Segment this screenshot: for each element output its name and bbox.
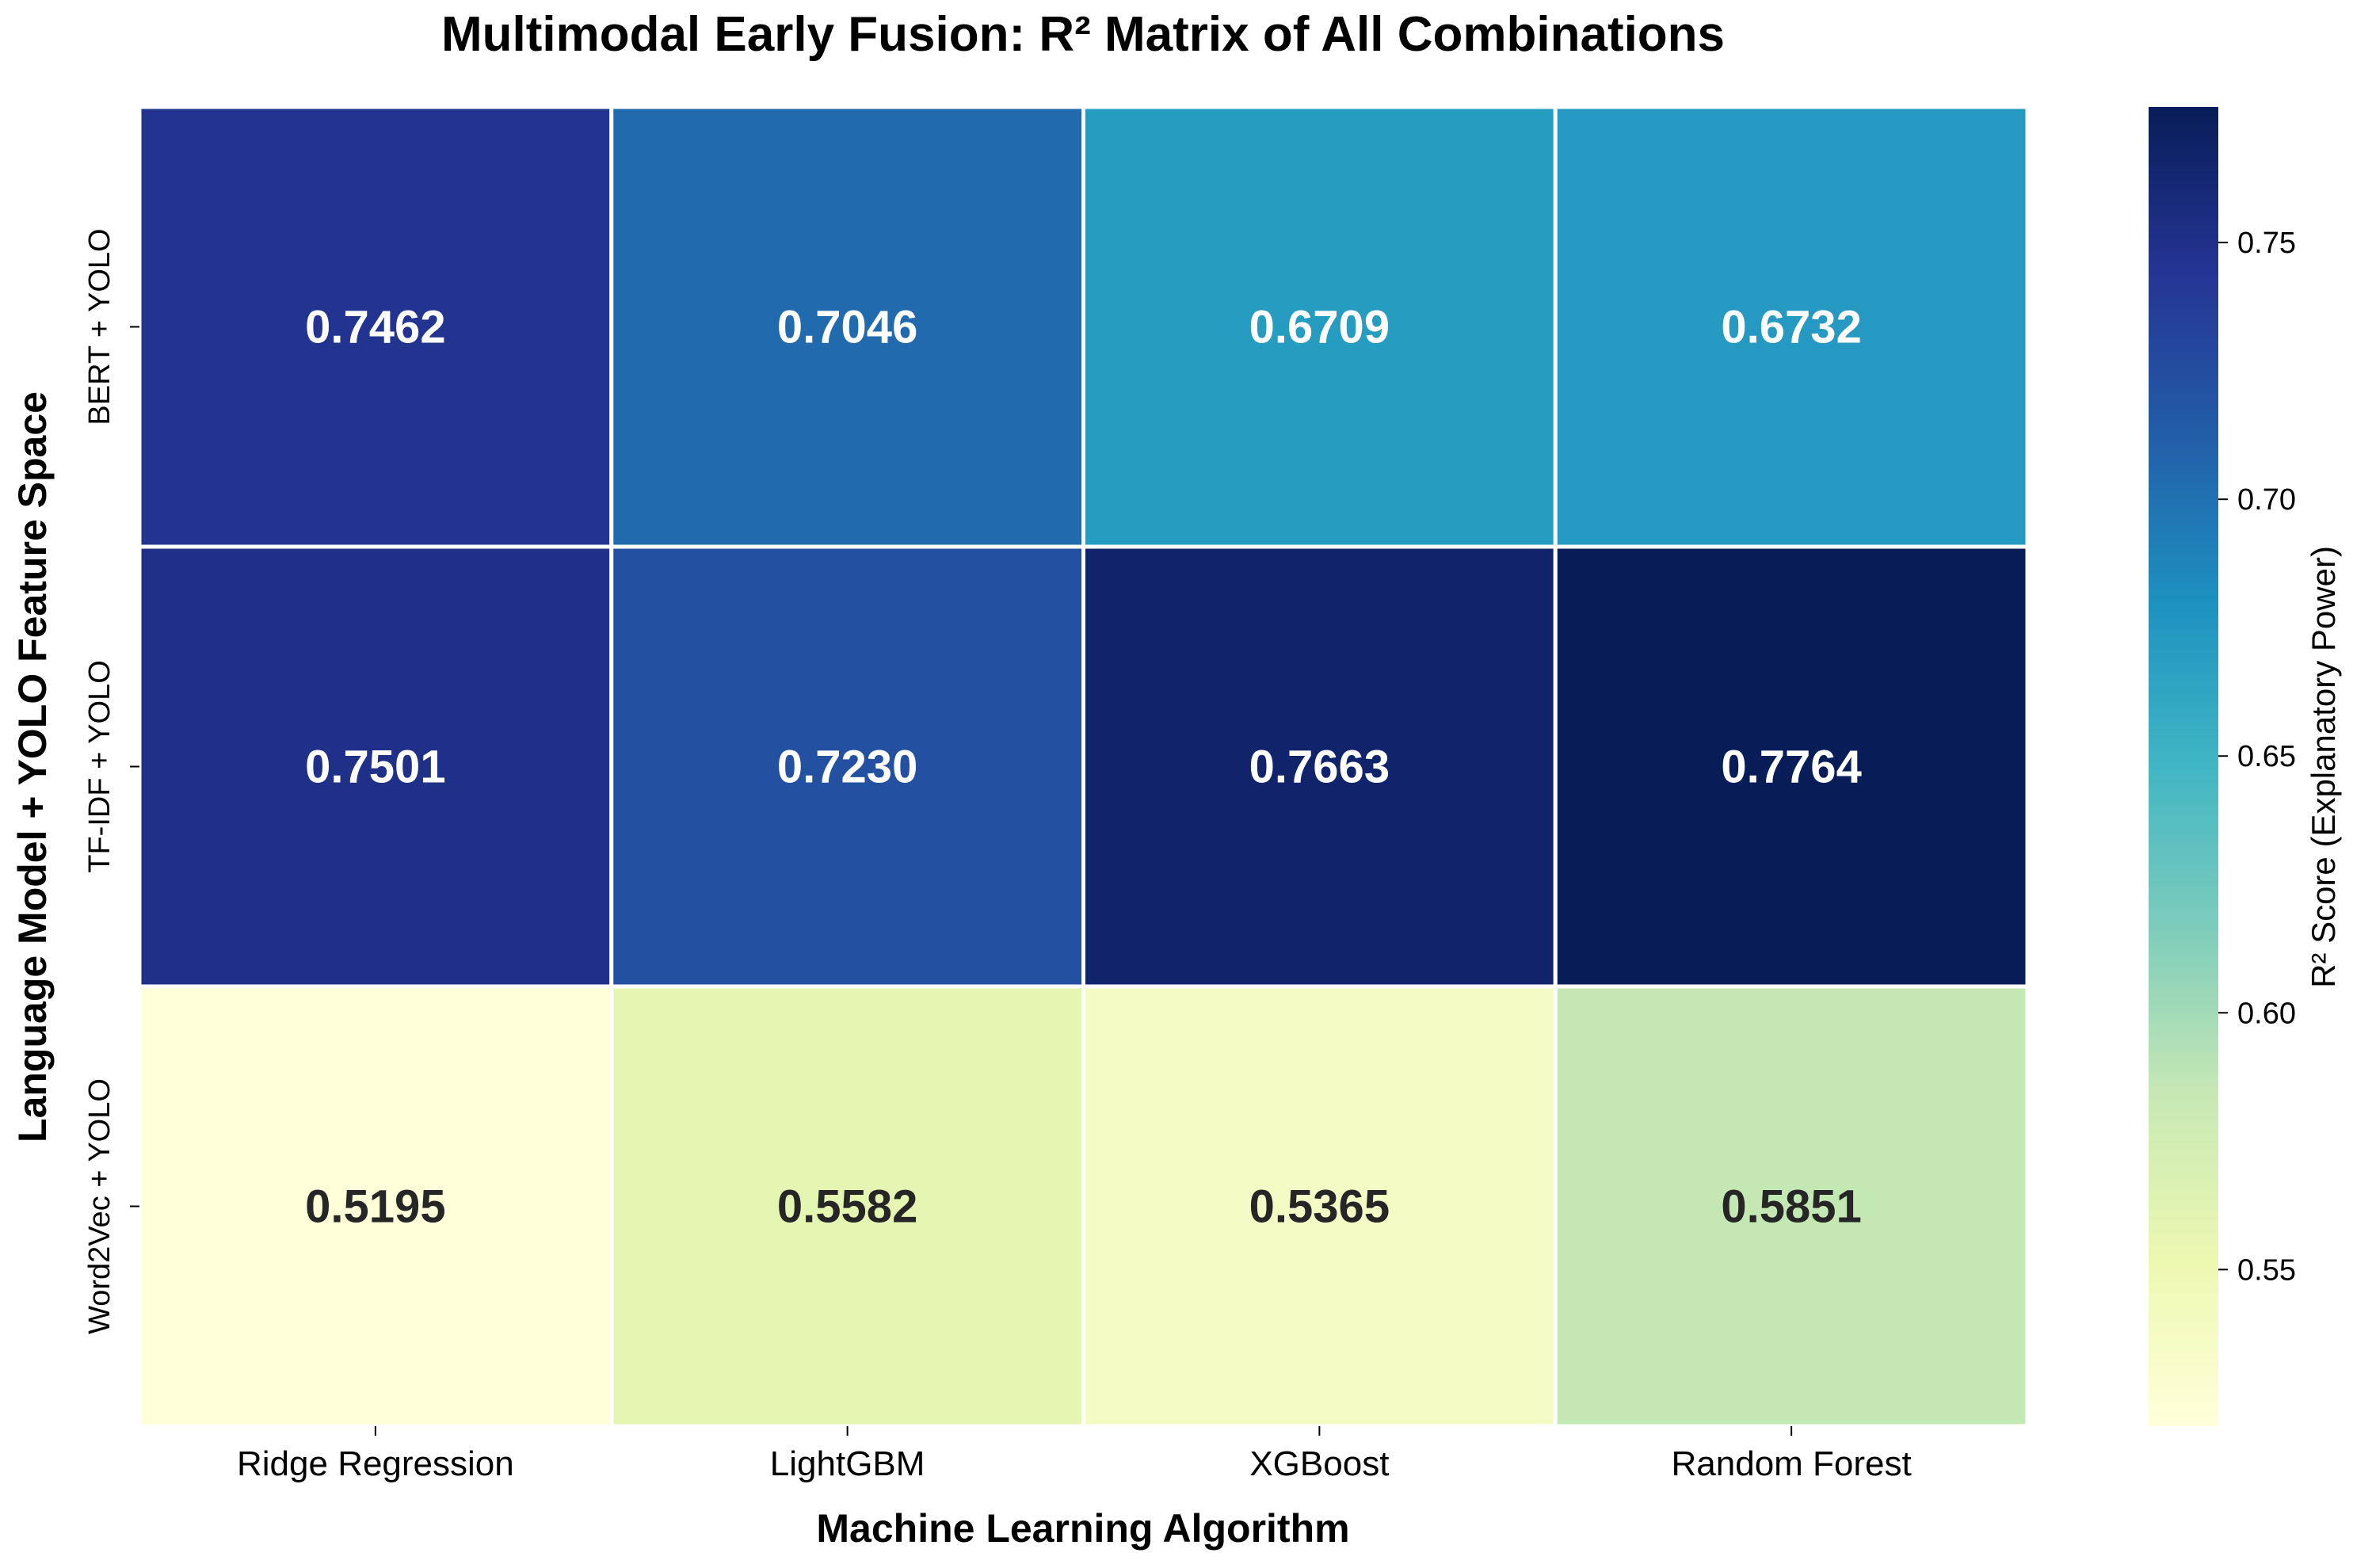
cell-value-label: 0.7501 <box>305 742 445 793</box>
cell-value-label: 0.6709 <box>1249 302 1390 353</box>
y-tick-label: Word2Vec + YOLO <box>83 1078 116 1334</box>
y-axis-ticks: BERT + YOLO TF-IDF + YOLO Word2Vec + YOLO <box>83 228 139 1334</box>
cell-value-label: 0.7663 <box>1249 742 1390 793</box>
cell-value-label: 0.7230 <box>777 742 917 793</box>
colorbar-title: R² Score (Explanatory Power) <box>2305 546 2342 988</box>
colorbar-tick-label: 0.75 <box>2237 227 2296 260</box>
y-axis-title: Language Model + YOLO Feature Space <box>10 391 55 1143</box>
x-axis-ticks: Ridge Regression LightGBM XGBoost Random Fo… <box>237 1426 1912 1483</box>
heatmap-cell <box>137 105 614 549</box>
colorbar-tick-label: 0.55 <box>2237 1253 2296 1287</box>
x-tick-label: LightGBM <box>770 1444 925 1483</box>
cell-value-label: 0.7046 <box>777 302 917 353</box>
chart-title: Multimodal Early Fusion: R² Matrix of Al… <box>441 7 1725 62</box>
x-axis-title: Machine Learning Algorithm <box>816 1506 1349 1551</box>
heatmap-cell <box>1553 544 2030 989</box>
cell-value-label: 0.5582 <box>777 1181 917 1233</box>
heatmap-cell <box>1553 984 2030 1429</box>
heatmap-cell <box>609 544 1085 989</box>
y-tick-label: TF-IDF + YOLO <box>83 660 116 873</box>
colorbar-tick-label: 0.60 <box>2237 997 2296 1030</box>
colorbar-tick-label: 0.65 <box>2237 740 2296 773</box>
heatmap-cell <box>137 544 614 989</box>
heatmap-cell <box>1553 105 2030 549</box>
colorbar-ticks: 0.55 0.60 0.65 0.70 0.75 <box>2218 227 2296 1287</box>
heatmap-cells: 0.7462 0.7046 0.6709 0.6732 0.7501 0.7230 0.76… <box>137 105 2030 1429</box>
heatmap-cell <box>609 105 1085 549</box>
colorbar-gradient <box>2149 107 2218 1426</box>
cell-value-label: 0.7764 <box>1721 742 1861 793</box>
cell-value-label: 0.6732 <box>1721 302 1861 353</box>
x-tick-label: Random Forest <box>1672 1444 1912 1483</box>
cell-value-label: 0.5851 <box>1721 1181 1861 1233</box>
cell-value-label: 0.5365 <box>1249 1181 1390 1233</box>
y-tick-label: BERT + YOLO <box>83 228 116 425</box>
heatmap-cell <box>1081 105 1558 549</box>
colorbar-tick-label: 0.70 <box>2237 483 2296 517</box>
x-tick-label: Ridge Regression <box>237 1444 514 1483</box>
x-tick-label: XGBoost <box>1249 1444 1389 1483</box>
cell-value-label: 0.7462 <box>305 302 445 353</box>
cell-value-label: 0.5195 <box>305 1181 445 1233</box>
heatmap-cell <box>609 984 1085 1429</box>
